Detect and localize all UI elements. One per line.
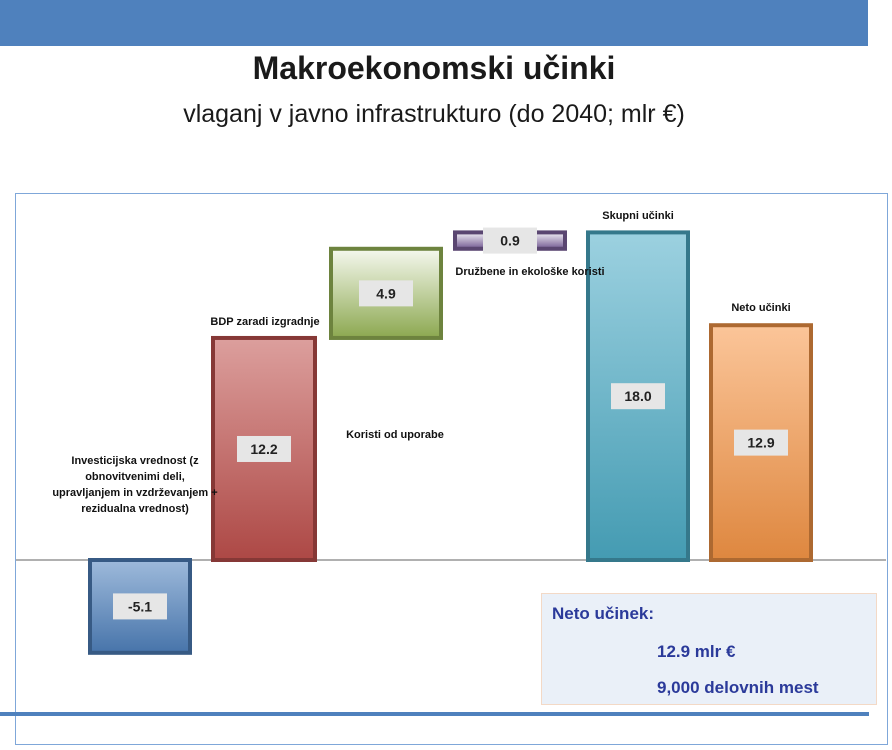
data-label-2: 4.9 xyxy=(376,285,396,301)
data-label-box-0 xyxy=(113,593,167,620)
data-label-0: -5.1 xyxy=(128,598,152,614)
category-label-total: Skupni učinki xyxy=(602,210,674,222)
category-label-use-benefits: Koristi od uporabe xyxy=(346,429,444,441)
category-label-social: Družbene in ekološke koristi xyxy=(455,266,605,278)
data-label-5: 12.9 xyxy=(747,435,774,451)
net-effect-title: Neto učinek: xyxy=(552,604,655,623)
data-label-3: 0.9 xyxy=(500,233,520,249)
page-title: Makroekonomski učinki xyxy=(252,50,616,86)
bottom-divider xyxy=(0,712,869,716)
data-label-1: 12.2 xyxy=(250,441,277,457)
net-effect-jobs: 9,000 delovnih mest xyxy=(657,678,819,697)
header-banner xyxy=(0,0,868,46)
data-label-box-3 xyxy=(483,227,537,254)
data-label-box-1 xyxy=(237,435,291,462)
net-effect-box: Neto učinek: 12.9 mlr € 9,000 delovnih m… xyxy=(541,593,877,705)
category-label-net: Neto učinki xyxy=(731,302,791,314)
data-label-box-5 xyxy=(734,429,788,456)
chart-frame xyxy=(15,193,888,745)
data-label-box-2 xyxy=(359,280,413,307)
page-subtitle: vlaganj v javno infrastrukturo (do 2040;… xyxy=(183,100,685,128)
data-label-box-4 xyxy=(611,383,665,410)
category-label-gdp: BDP zaradi izgradnje xyxy=(210,316,320,328)
data-label-4: 18.0 xyxy=(624,388,651,404)
net-effect-value: 12.9 mlr € xyxy=(657,642,736,661)
category-label-investment: Investicijska vrednost (z obnovitvenimi … xyxy=(52,455,218,515)
